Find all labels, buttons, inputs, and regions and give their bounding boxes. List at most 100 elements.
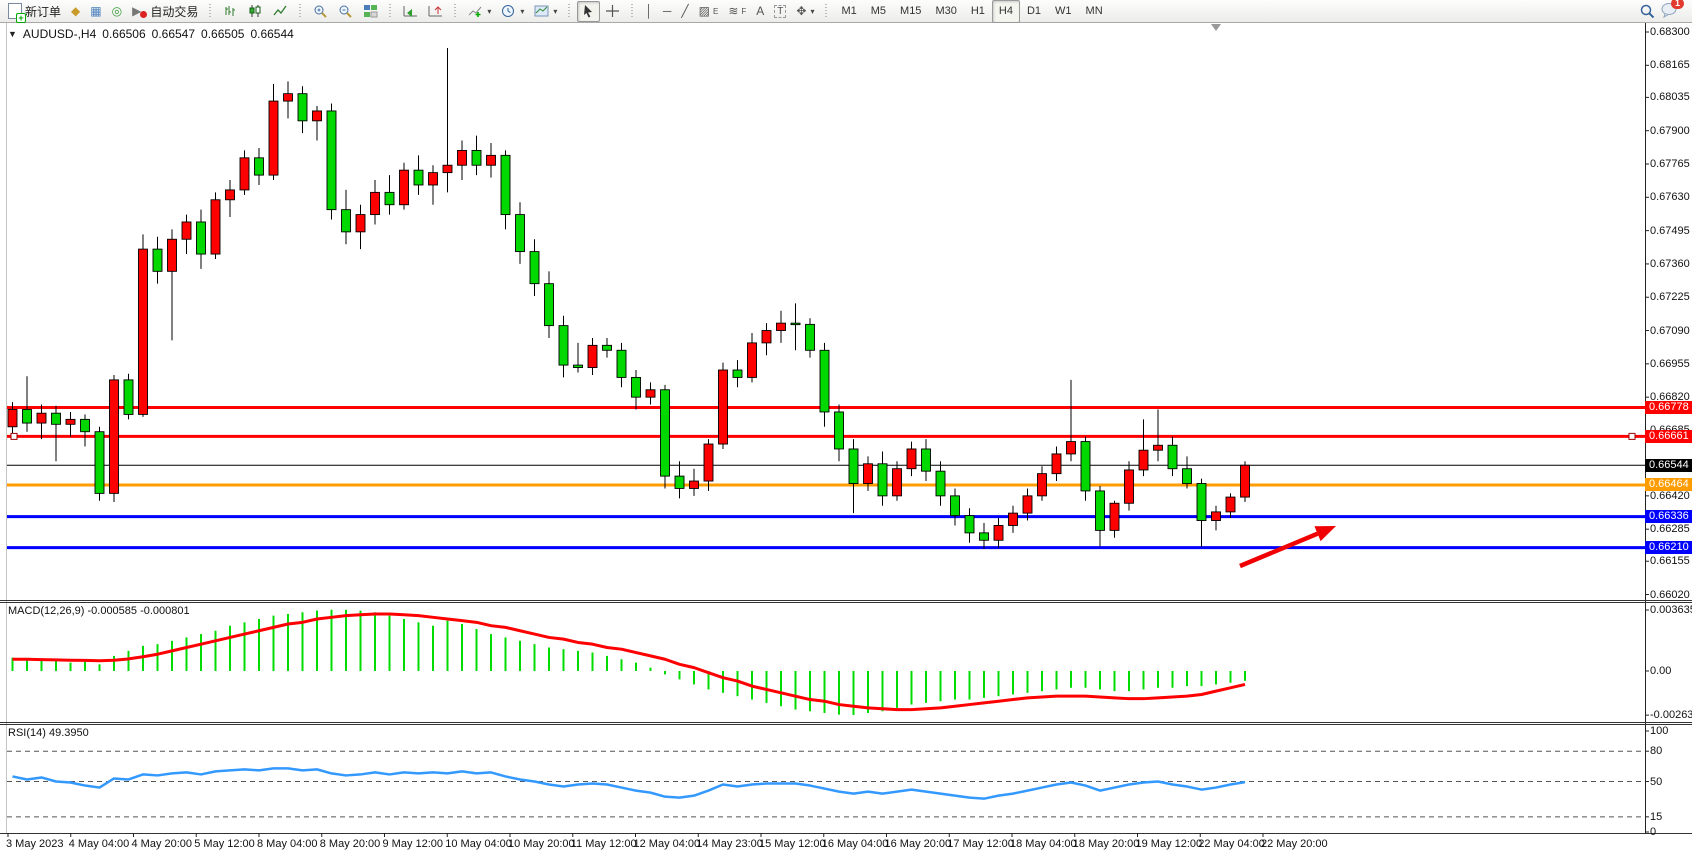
candle-body — [1080, 441, 1091, 492]
signals-button[interactable]: ◎ — [107, 1, 127, 22]
candle-body — [863, 463, 873, 484]
new-chart-button[interactable]: ▦ — [85, 1, 106, 22]
zoom-in-button[interactable] — [308, 1, 333, 22]
channel-icon: ▨ — [698, 4, 710, 18]
chart-window[interactable]: ▼ AUDUSD-,H4 0.66506 0.66547 0.66505 0.6… — [0, 22, 1692, 856]
chevron-down-icon: ▾ — [810, 6, 815, 16]
trend-arrow[interactable] — [1239, 531, 1319, 569]
price-axis-label: 0.68300 — [1650, 26, 1690, 38]
candle-body — [152, 248, 163, 272]
timeframe-h1-button[interactable]: H1 — [970, 5, 985, 17]
candle-body — [486, 154, 496, 166]
candle-body — [51, 412, 61, 425]
clock-icon — [502, 5, 515, 17]
horizontal-line-tool[interactable]: ─ — [658, 1, 677, 22]
periods-button[interactable]: ▾ — [496, 1, 529, 22]
indicators-button[interactable]: ▾ — [463, 1, 496, 22]
candlestick-chart-button[interactable] — [243, 1, 268, 22]
bar-chart-button[interactable] — [218, 1, 243, 22]
autotrading-label: 自动交易 — [150, 4, 199, 19]
candle-body — [471, 149, 482, 166]
community-chat-button[interactable]: 1 — [1660, 0, 1684, 21]
search-button[interactable] — [1634, 1, 1660, 22]
candle-body — [355, 214, 366, 233]
tile-windows-button[interactable] — [358, 1, 383, 22]
market-depth-button[interactable]: ◆ — [66, 1, 85, 22]
trendline-handle[interactable] — [1628, 432, 1636, 440]
resistance-line-tag[interactable]: 0.66661 — [1645, 429, 1692, 443]
candle-body — [921, 448, 931, 472]
price-axis-label: 0.67765 — [1650, 158, 1690, 170]
chart-shift-marker[interactable] — [1211, 24, 1221, 31]
candle-body — [1167, 444, 1178, 470]
price-axis-label: 0.67090 — [1650, 324, 1690, 337]
candle-body — [790, 322, 801, 326]
vertical-line-tool[interactable]: │ — [640, 1, 658, 22]
support-line-tag[interactable]: 0.66210 — [1645, 541, 1692, 555]
chevron-down-icon: ▾ — [553, 6, 558, 16]
rsi-line — [12, 767, 1246, 800]
toolbar: 新订单 ◆ ▦ ◎ ▶ 自动交易 ▾ — [0, 0, 1692, 23]
auto-scroll-button[interactable] — [398, 1, 423, 22]
ohlc-close: 0.66544 — [250, 27, 294, 41]
new-order-button[interactable]: 新订单 — [3, 1, 66, 23]
price-axis-label: 0.66955 — [1650, 357, 1690, 370]
time-axis-label: 10 May 04:00 — [445, 838, 512, 850]
cursor-tool-button[interactable] — [577, 0, 601, 22]
support-line-tag[interactable]: 0.66336 — [1645, 510, 1692, 524]
timeframe-w1-button[interactable]: W1 — [1055, 5, 1072, 17]
rsi-axis-label: 50 — [1650, 775, 1663, 788]
line-chart-button[interactable] — [268, 1, 293, 22]
timeframe-m15-button[interactable]: M15 — [900, 5, 922, 17]
bar-chart-icon — [225, 6, 236, 16]
candle-body — [950, 495, 960, 517]
candle-body — [689, 480, 699, 489]
toolbar-grip — [630, 4, 636, 18]
candle-body — [1138, 449, 1149, 471]
timeframe-d1-button[interactable]: D1 — [1026, 5, 1042, 17]
timeframe-mn-button[interactable]: MN — [1085, 5, 1103, 17]
trendline-tool[interactable]: ╱ — [676, 1, 693, 22]
price-axis-label: 0.68035 — [1650, 91, 1690, 104]
trend-arrow-head[interactable] — [1314, 526, 1336, 542]
time-axis-label: 16 May 04:00 — [821, 838, 889, 850]
bid-price-line-tag[interactable]: 0.66544 — [1645, 458, 1692, 472]
fibonacci-tool[interactable]: ≋ F — [723, 1, 751, 22]
resistance-line-tag[interactable]: 0.66778 — [1645, 401, 1692, 415]
chevron-down-icon[interactable]: ▼ — [8, 29, 17, 39]
candle-body — [1182, 468, 1192, 484]
channel-tool[interactable]: ▨ E — [694, 1, 724, 22]
text-label-tool[interactable]: T — [769, 1, 791, 22]
candle-body — [1037, 473, 1047, 497]
arrows-tool[interactable]: ✥ ▾ — [791, 1, 819, 22]
tile-windows-icon — [364, 5, 378, 18]
vertical-line-icon: │ — [645, 4, 653, 18]
candle-body — [457, 149, 467, 166]
chart-shift-button[interactable] — [423, 1, 448, 22]
time-axis-label: 12 May 04:00 — [633, 838, 701, 850]
support-line-tag[interactable]: 0.66464 — [1645, 478, 1692, 492]
timeframe-m30-button[interactable]: M30 — [935, 5, 957, 17]
templates-button[interactable]: ▾ — [529, 1, 562, 22]
price-axis-label: 0.67630 — [1650, 191, 1690, 204]
candle-body — [935, 470, 946, 497]
candle-body — [892, 468, 902, 497]
timeframe-m1-button[interactable]: M1 — [841, 5, 857, 17]
text-tool[interactable]: A — [751, 1, 769, 22]
candle-body — [964, 515, 975, 534]
candle-body — [1211, 511, 1221, 521]
timeframe-h4-button[interactable]: H4 — [991, 0, 1020, 23]
candle-body — [123, 379, 134, 415]
candle-body — [181, 221, 192, 240]
chart-canvas[interactable] — [0, 22, 1692, 856]
crosshair-tool-button[interactable] — [600, 1, 625, 22]
price-axis-label: 0.66285 — [1650, 523, 1690, 536]
candle-body — [1095, 490, 1105, 531]
zoom-out-button[interactable] — [333, 1, 358, 22]
macd-pane-label: MACD(12,26,9) -0.000585 -0.000801 — [8, 605, 190, 617]
rsi-axis-label: 0 — [1650, 826, 1657, 838]
autotrading-button[interactable]: ▶ 自动交易 — [127, 1, 203, 22]
trendline-handle[interactable] — [10, 432, 18, 440]
timeframe-m5-button[interactable]: M5 — [870, 5, 887, 17]
text-icon: A — [756, 4, 765, 18]
